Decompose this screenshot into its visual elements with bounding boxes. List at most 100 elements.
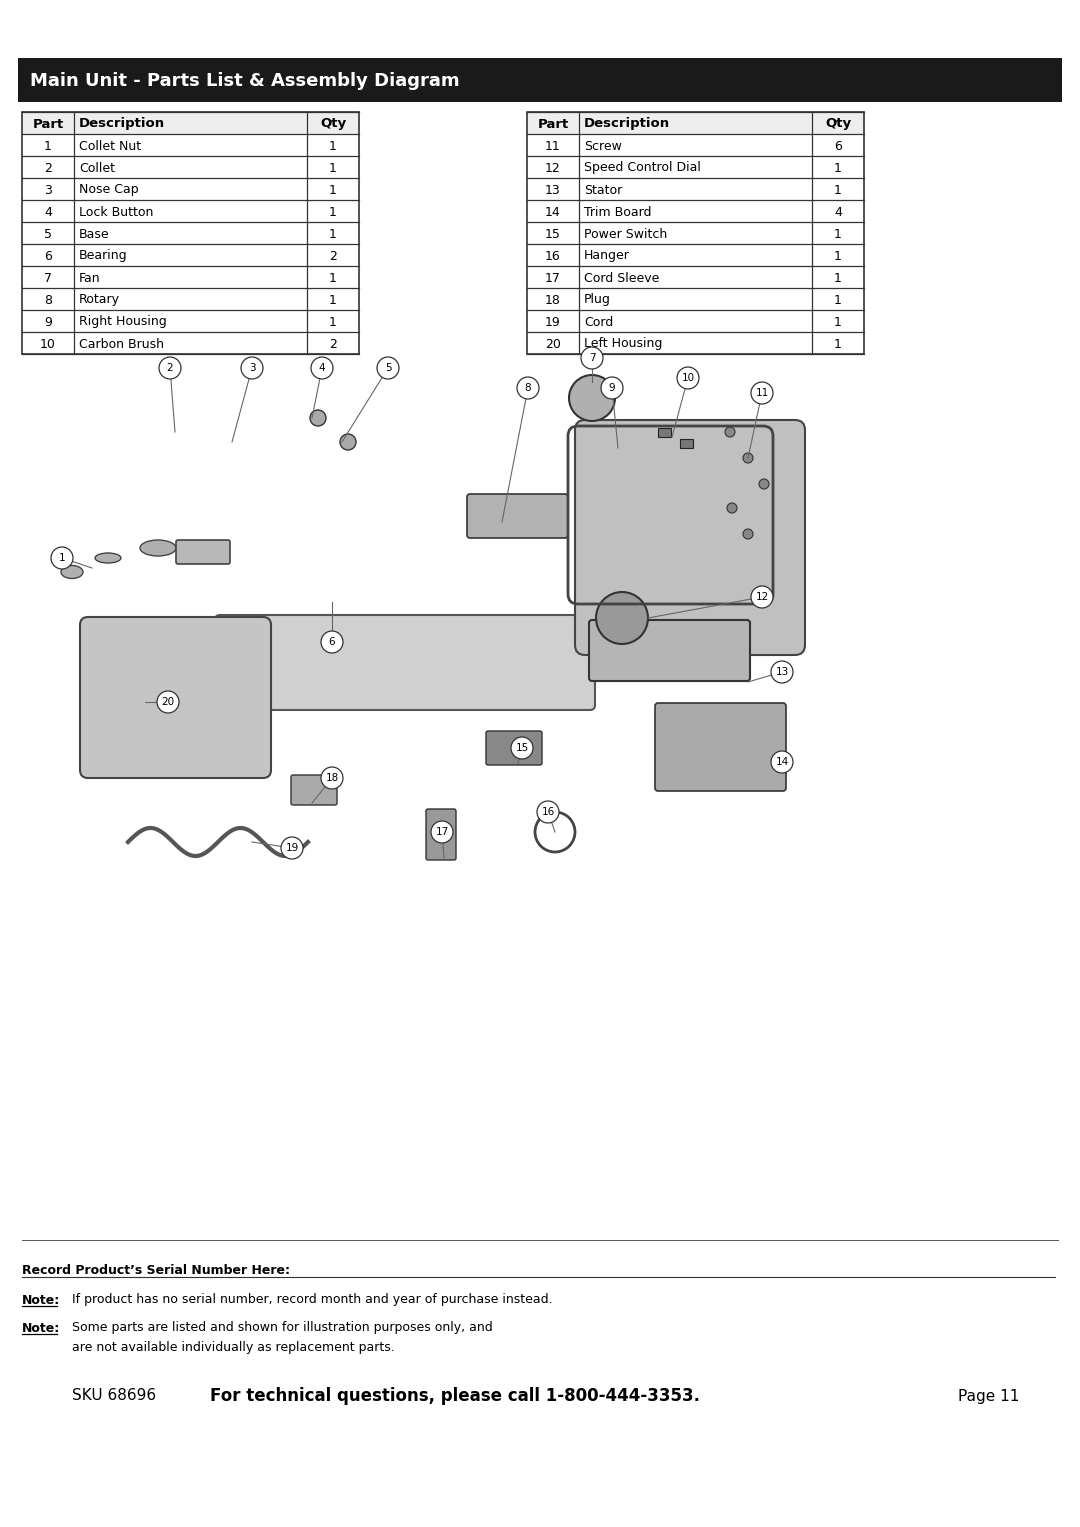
Text: 8: 8 (44, 293, 52, 307)
Text: If product has no serial number, record month and year of purchase instead.: If product has no serial number, record … (72, 1293, 553, 1307)
Circle shape (241, 357, 264, 379)
Circle shape (431, 822, 453, 843)
Circle shape (517, 377, 539, 399)
Circle shape (537, 802, 559, 823)
FancyBboxPatch shape (680, 438, 693, 447)
Circle shape (771, 751, 793, 773)
Text: Rotary: Rotary (79, 293, 120, 307)
Text: 1: 1 (329, 139, 337, 153)
Text: Trim Board: Trim Board (584, 206, 651, 218)
Circle shape (51, 547, 73, 570)
Text: Nose Cap: Nose Cap (79, 183, 138, 197)
Text: 1: 1 (834, 293, 842, 307)
Text: 13: 13 (775, 667, 788, 676)
Text: Cord: Cord (584, 316, 613, 328)
Text: Stator: Stator (584, 183, 622, 197)
Text: Description: Description (584, 118, 670, 130)
Text: 1: 1 (834, 228, 842, 240)
Ellipse shape (60, 565, 83, 579)
Text: Lock Button: Lock Button (79, 206, 153, 218)
Text: 16: 16 (541, 806, 555, 817)
Text: Fan: Fan (79, 272, 100, 284)
Circle shape (727, 502, 737, 513)
FancyBboxPatch shape (575, 420, 805, 655)
Text: 12: 12 (545, 162, 561, 174)
Text: 9: 9 (609, 383, 616, 392)
Text: 6: 6 (328, 637, 335, 647)
Text: Bearing: Bearing (79, 249, 127, 263)
Text: 7: 7 (44, 272, 52, 284)
FancyBboxPatch shape (291, 776, 337, 805)
Text: 6: 6 (834, 139, 842, 153)
Circle shape (377, 357, 399, 379)
Circle shape (340, 434, 356, 450)
Circle shape (596, 592, 648, 644)
FancyBboxPatch shape (467, 495, 568, 538)
Text: 9: 9 (44, 316, 52, 328)
Circle shape (157, 692, 179, 713)
FancyBboxPatch shape (80, 617, 271, 777)
Text: Main Unit - Parts List & Assembly Diagram: Main Unit - Parts List & Assembly Diagra… (30, 72, 460, 90)
Ellipse shape (140, 541, 176, 556)
Circle shape (321, 767, 343, 789)
Circle shape (159, 357, 181, 379)
Circle shape (281, 837, 303, 860)
Circle shape (751, 382, 773, 405)
Circle shape (743, 528, 753, 539)
Text: Record Product’s Serial Number Here:: Record Product’s Serial Number Here: (22, 1263, 291, 1277)
Text: 20: 20 (161, 696, 175, 707)
Text: Right Housing: Right Housing (79, 316, 166, 328)
Text: For technical questions, please call 1-800-444-3353.: For technical questions, please call 1-8… (210, 1387, 700, 1405)
FancyBboxPatch shape (486, 731, 542, 765)
Text: Collet: Collet (79, 162, 114, 174)
Text: Page 11: Page 11 (958, 1388, 1020, 1403)
Bar (22, 111, 359, 354)
FancyBboxPatch shape (654, 702, 786, 791)
FancyBboxPatch shape (589, 620, 750, 681)
Text: Qty: Qty (825, 118, 851, 130)
Text: Some parts are listed and shown for illustration purposes only, and: Some parts are listed and shown for illu… (72, 1321, 492, 1335)
Text: Part: Part (32, 118, 64, 130)
Text: 1: 1 (329, 316, 337, 328)
Circle shape (743, 454, 753, 463)
Text: 7: 7 (589, 353, 595, 363)
Text: 18: 18 (325, 773, 339, 783)
FancyBboxPatch shape (426, 809, 456, 860)
Circle shape (759, 479, 769, 489)
Circle shape (751, 586, 773, 608)
Circle shape (677, 366, 699, 389)
Text: Description: Description (79, 118, 165, 130)
Text: Base: Base (79, 228, 110, 240)
Text: 8: 8 (525, 383, 531, 392)
Text: 19: 19 (285, 843, 299, 854)
Text: 1: 1 (834, 183, 842, 197)
FancyBboxPatch shape (658, 428, 671, 437)
Text: 3: 3 (248, 363, 255, 373)
Text: 1: 1 (834, 249, 842, 263)
Circle shape (321, 631, 343, 654)
Text: 3: 3 (44, 183, 52, 197)
Text: 5: 5 (384, 363, 391, 373)
Text: 11: 11 (545, 139, 561, 153)
Text: 18: 18 (545, 293, 561, 307)
Bar (22, 111, 359, 134)
Text: 10: 10 (40, 337, 56, 351)
Text: 1: 1 (58, 553, 65, 563)
Text: Plug: Plug (584, 293, 611, 307)
Text: 1: 1 (329, 206, 337, 218)
Text: 15: 15 (515, 744, 528, 753)
Text: 2: 2 (329, 249, 337, 263)
Text: 1: 1 (834, 337, 842, 351)
Text: 15: 15 (545, 228, 561, 240)
Bar (527, 111, 864, 134)
Text: 13: 13 (545, 183, 561, 197)
Text: are not available individually as replacement parts.: are not available individually as replac… (72, 1342, 395, 1354)
Text: 1: 1 (329, 293, 337, 307)
Text: 1: 1 (329, 162, 337, 174)
Text: Part: Part (538, 118, 569, 130)
Text: 16: 16 (545, 249, 561, 263)
Text: Qty: Qty (320, 118, 346, 130)
Circle shape (569, 376, 615, 421)
Text: 2: 2 (166, 363, 173, 373)
Text: 11: 11 (755, 388, 769, 399)
